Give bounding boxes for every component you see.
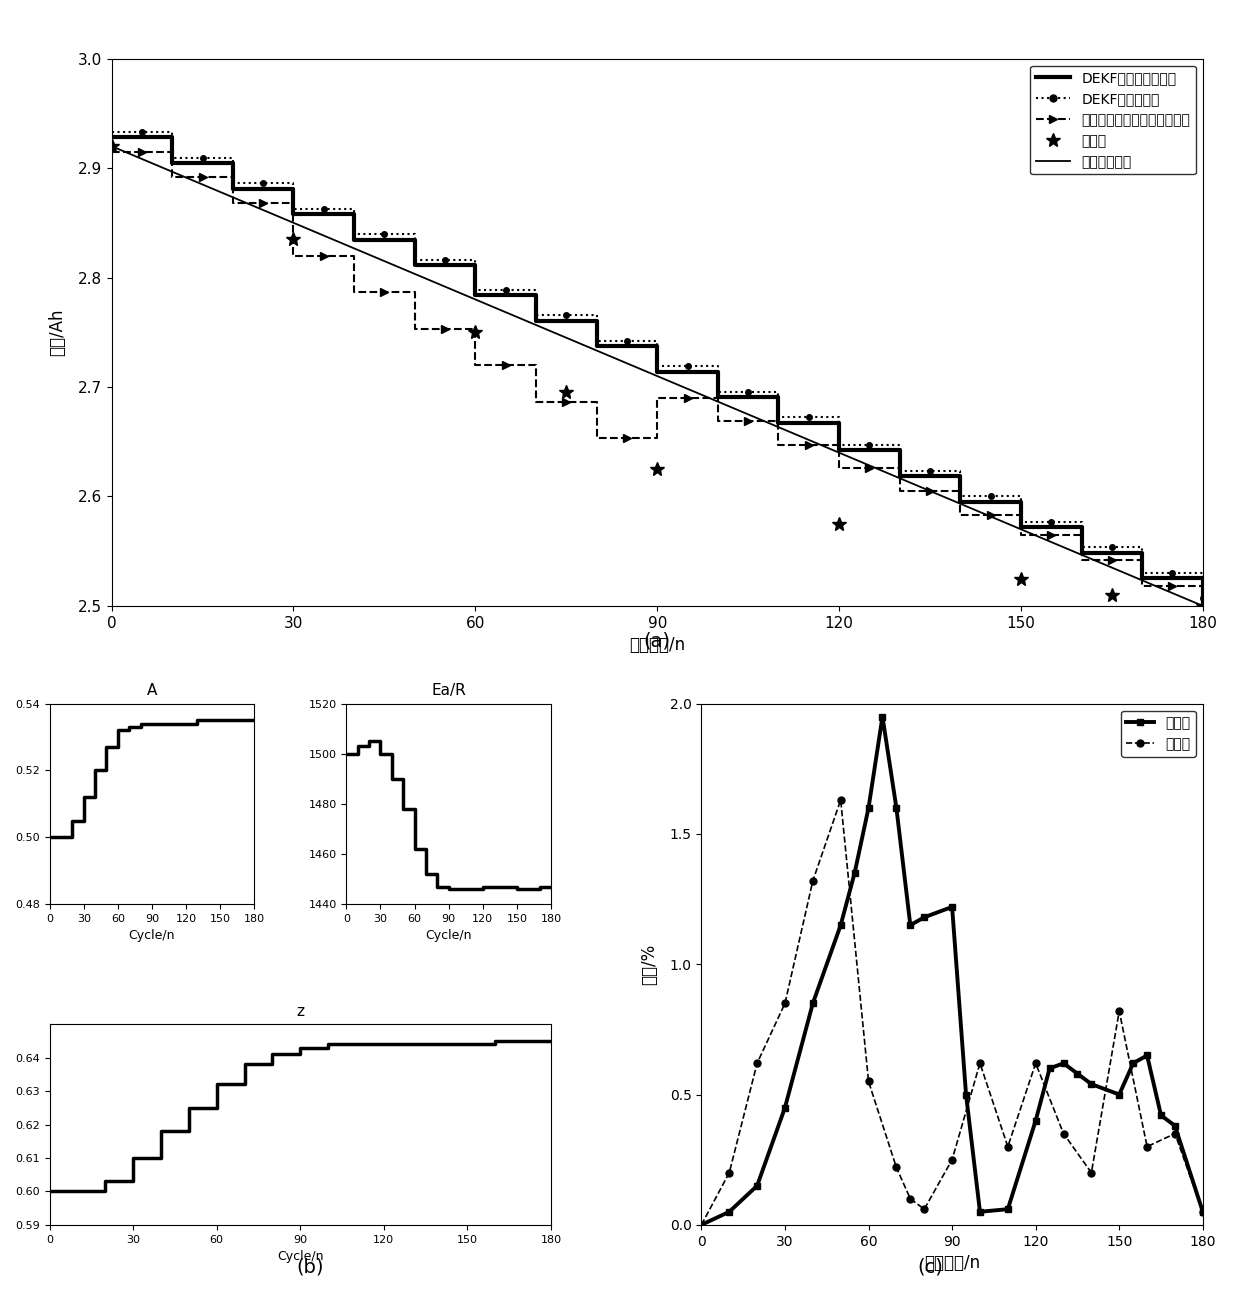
离散点 xyxy=(694,1217,709,1233)
连续点 xyxy=(1028,1113,1043,1128)
Line: 连续点: 连续点 xyxy=(698,713,1207,1229)
离散点 xyxy=(1140,1139,1154,1154)
连续点 xyxy=(916,909,931,925)
连续点 xyxy=(1070,1066,1085,1081)
连续点 xyxy=(694,1217,709,1233)
X-axis label: 循环次数/n: 循环次数/n xyxy=(629,636,686,654)
离散点 xyxy=(1028,1055,1043,1071)
离散点 xyxy=(903,1191,918,1207)
连续点 xyxy=(1195,1204,1210,1220)
连续点 xyxy=(1126,1055,1141,1071)
连续点 xyxy=(1168,1118,1183,1134)
Y-axis label: 容量/Ah: 容量/Ah xyxy=(48,309,67,356)
Title: Ea/R: Ea/R xyxy=(432,683,466,698)
离散点 xyxy=(1112,1003,1127,1019)
Line: 离散点: 离散点 xyxy=(698,796,1207,1229)
连续点 xyxy=(722,1204,737,1220)
离散点 xyxy=(889,1160,904,1175)
连续点 xyxy=(1084,1076,1099,1092)
离散点 xyxy=(806,873,821,889)
离散点 xyxy=(945,1152,960,1167)
连续点 xyxy=(959,1087,973,1102)
连续点 xyxy=(833,917,848,933)
Y-axis label: 误差/%: 误差/% xyxy=(641,943,658,985)
连续点 xyxy=(1140,1048,1154,1063)
Text: (c): (c) xyxy=(918,1257,942,1276)
连续点 xyxy=(777,1100,792,1115)
X-axis label: 循环次数/n: 循环次数/n xyxy=(924,1253,980,1272)
离散点 xyxy=(1168,1126,1183,1141)
连续点 xyxy=(1042,1061,1056,1076)
连续点 xyxy=(1112,1087,1127,1102)
离散点 xyxy=(972,1055,987,1071)
离散点 xyxy=(833,792,848,808)
连续点 xyxy=(861,800,875,816)
连续点 xyxy=(945,899,960,915)
连续点 xyxy=(972,1204,987,1220)
离散点 xyxy=(777,995,792,1011)
连续点 xyxy=(847,865,862,881)
离散点 xyxy=(916,1201,931,1217)
Legend: 连续点, 离散点: 连续点, 离散点 xyxy=(1121,710,1195,757)
离散点 xyxy=(1084,1165,1099,1181)
离散点 xyxy=(750,1055,765,1071)
Text: (a): (a) xyxy=(644,632,671,650)
连续点 xyxy=(889,800,904,816)
Title: A: A xyxy=(146,683,157,698)
连续点 xyxy=(1001,1201,1016,1217)
离散点 xyxy=(722,1165,737,1181)
X-axis label: Cycle/n: Cycle/n xyxy=(129,929,175,942)
离散点 xyxy=(1001,1139,1016,1154)
Title: z: z xyxy=(296,1005,304,1019)
Text: (b): (b) xyxy=(296,1257,324,1276)
离散点 xyxy=(1195,1204,1210,1220)
X-axis label: Cycle/n: Cycle/n xyxy=(425,929,472,942)
X-axis label: Cycle/n: Cycle/n xyxy=(277,1250,324,1263)
离散点 xyxy=(1056,1126,1071,1141)
连续点 xyxy=(903,917,918,933)
连续点 xyxy=(1153,1108,1168,1123)
连续点 xyxy=(875,709,890,724)
Legend: DEKF模型参数估计值, DEKF容量估计值, 基于部分充电曲线容量估计值, 实验值, 实际模型参数: DEKF模型参数估计值, DEKF容量估计值, 基于部分充电曲线容量估计值, 实… xyxy=(1030,65,1195,175)
离散点 xyxy=(861,1074,875,1089)
连续点 xyxy=(1056,1055,1071,1071)
连续点 xyxy=(750,1178,765,1194)
连续点 xyxy=(806,995,821,1011)
